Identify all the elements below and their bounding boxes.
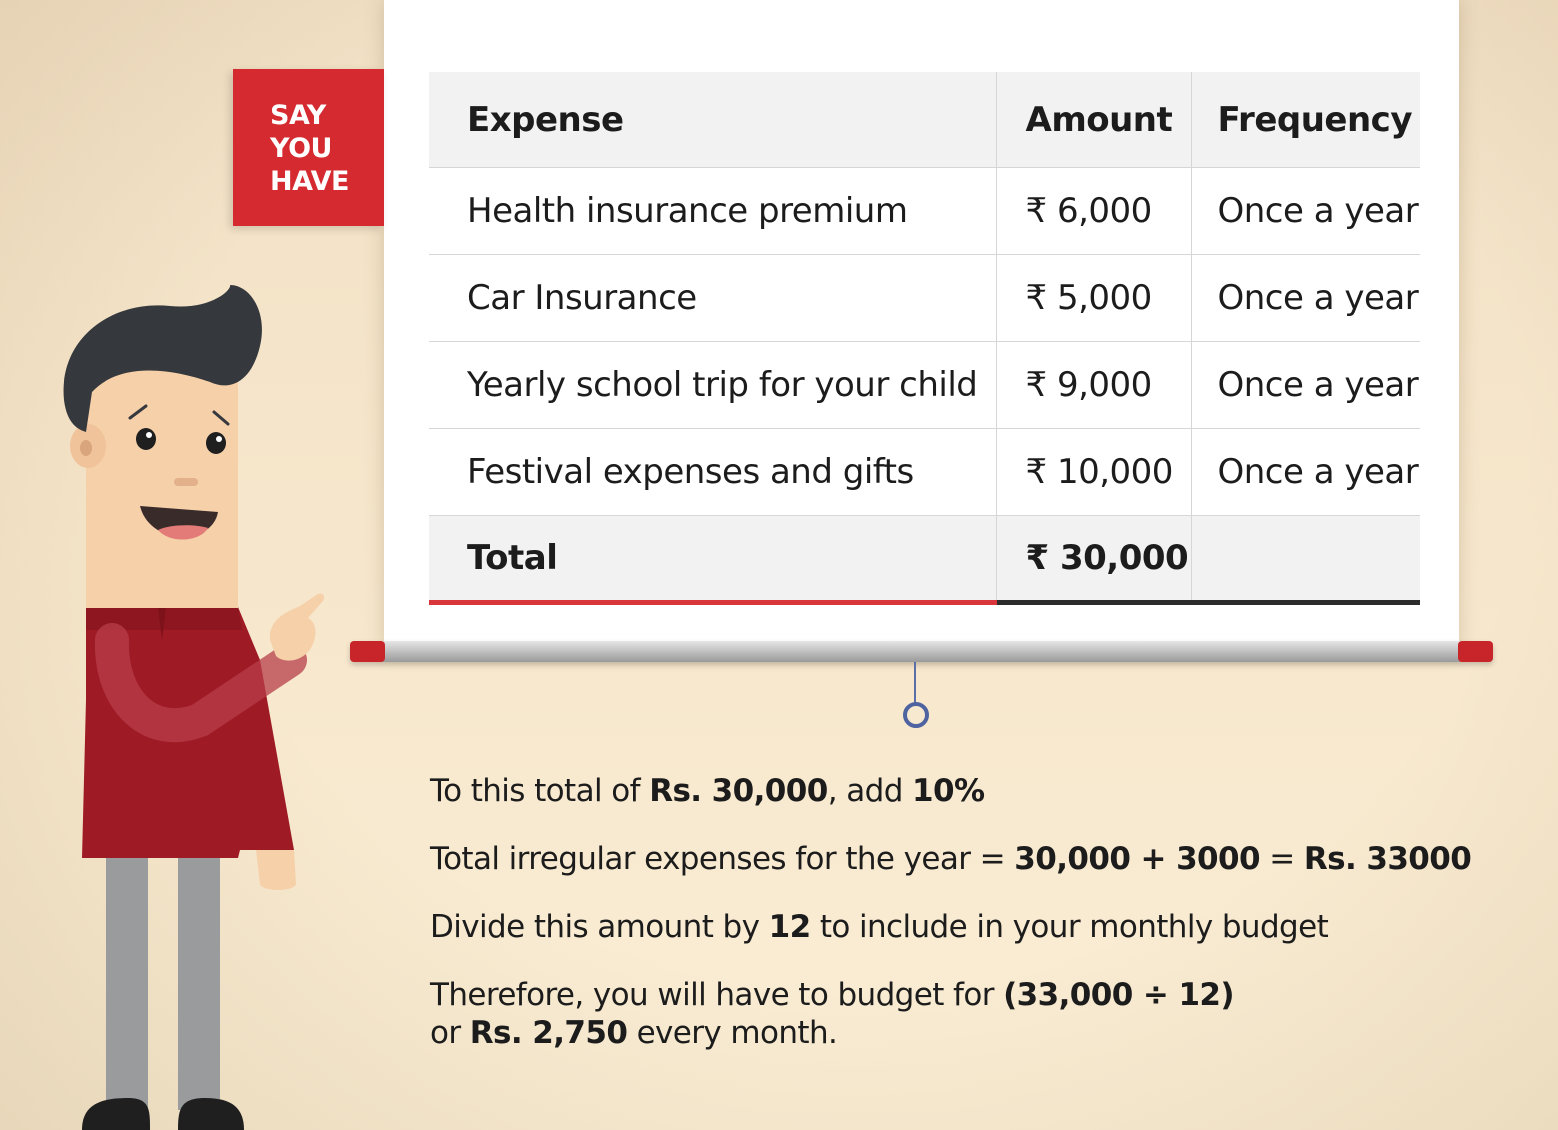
table-row: Car Insurance ₹ 5,000 Once a year: [429, 254, 1420, 342]
table-row: Health insurance premium ₹ 6,000 Once a …: [429, 167, 1420, 255]
nose: [174, 478, 198, 486]
total-amount: ₹ 30,000: [995, 515, 1191, 605]
frequency-cell: Once a year: [1190, 428, 1420, 516]
say-you-have-tag: SAY YOU HAVE: [233, 69, 384, 226]
expense-cell: Health insurance premium: [429, 167, 996, 255]
left-eye-shine: [146, 432, 152, 438]
pull-ring-icon: [903, 702, 929, 728]
right-shoe: [178, 1098, 244, 1130]
note-line: To this total of Rs. 30,000, add 10%: [430, 773, 985, 809]
hair: [63, 285, 262, 432]
left-eyebrow: [128, 404, 148, 420]
note-line: Therefore, you will have to budget for (…: [430, 977, 1235, 1051]
amount-cell: ₹ 5,000: [995, 254, 1191, 342]
amount-cell: ₹ 6,000: [995, 167, 1191, 255]
cartoon-man-illustration: [63, 285, 325, 1130]
header-expense: Expense: [429, 72, 996, 168]
calculation-notes: To this total of Rs. 30,000, add 10% Tot…: [430, 772, 1490, 1052]
ear-inner: [80, 440, 92, 456]
amount-cell: ₹ 9,000: [995, 341, 1191, 429]
table-row: Festival expenses and gifts ₹ 10,000 Onc…: [429, 428, 1420, 516]
pull-cord: [914, 662, 916, 704]
left-eye: [136, 428, 156, 450]
right-eyebrow: [212, 410, 230, 426]
left-leg: [106, 850, 148, 1110]
expenses-table: Expense Amount Frequency Health insuranc…: [429, 72, 1420, 605]
left-shoe: [82, 1098, 150, 1130]
frequency-cell: Once a year: [1190, 341, 1420, 429]
header-frequency: Frequency: [1190, 72, 1420, 168]
total-frequency: [1190, 515, 1420, 605]
tag-label: SAY YOU HAVE: [270, 100, 350, 197]
roller-end-cap-left: [350, 641, 385, 662]
table-header-row: Expense Amount Frequency: [429, 72, 1420, 168]
screen-roller-bar: [350, 641, 1493, 662]
face: [86, 350, 238, 608]
expense-cell: Yearly school trip for your child: [429, 341, 996, 429]
tongue: [158, 525, 208, 540]
header-amount: Amount: [995, 72, 1191, 168]
lower-hand: [256, 850, 296, 890]
total-label: Total: [429, 515, 996, 605]
expense-cell: Festival expenses and gifts: [429, 428, 996, 516]
right-eye: [206, 432, 226, 454]
frequency-cell: Once a year: [1190, 254, 1420, 342]
neck-slit: [158, 607, 166, 640]
note-line: Divide this amount by 12 to include in y…: [430, 909, 1329, 945]
table-row: Yearly school trip for your child ₹ 9,00…: [429, 341, 1420, 429]
roller-end-cap-right: [1458, 641, 1493, 662]
amount-cell: ₹ 10,000: [995, 428, 1191, 516]
pointing-arm: [94, 623, 307, 743]
right-leg: [178, 850, 220, 1110]
pointing-hand: [269, 593, 325, 661]
note-line: Total irregular expenses for the year = …: [430, 841, 1472, 877]
frequency-cell: Once a year: [1190, 167, 1420, 255]
expense-cell: Car Insurance: [429, 254, 996, 342]
table-total-row: Total ₹ 30,000: [429, 515, 1420, 605]
right-eye-shine: [216, 436, 222, 442]
